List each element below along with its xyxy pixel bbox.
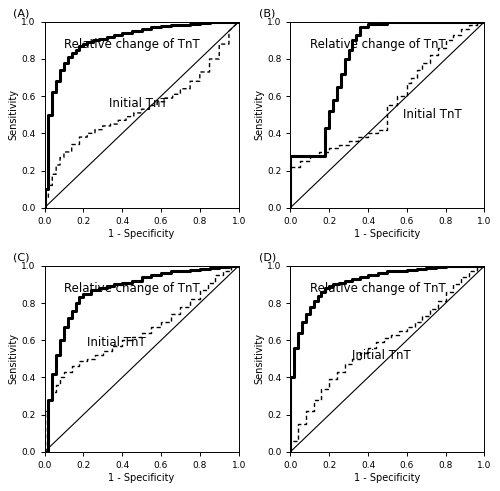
X-axis label: 1 - Specificity: 1 - Specificity [108, 473, 174, 483]
Y-axis label: Sensitivity: Sensitivity [8, 89, 18, 140]
Text: (C): (C) [14, 252, 30, 262]
Text: (B): (B) [260, 8, 276, 18]
X-axis label: 1 - Specificity: 1 - Specificity [108, 228, 174, 239]
Y-axis label: Sensitivity: Sensitivity [254, 89, 264, 140]
Text: Relative change of TnT: Relative change of TnT [310, 282, 446, 295]
Y-axis label: Sensitivity: Sensitivity [254, 333, 264, 384]
Text: Initial TnT: Initial TnT [403, 108, 462, 121]
Y-axis label: Sensitivity: Sensitivity [8, 333, 18, 384]
Text: Relative change of TnT: Relative change of TnT [64, 282, 200, 295]
Text: Initial TnT: Initial TnT [87, 336, 146, 349]
Text: Relative change of TnT: Relative change of TnT [310, 38, 446, 51]
Text: Relative change of TnT: Relative change of TnT [64, 38, 200, 51]
Text: (A): (A) [14, 8, 30, 18]
X-axis label: 1 - Specificity: 1 - Specificity [354, 228, 420, 239]
X-axis label: 1 - Specificity: 1 - Specificity [354, 473, 420, 483]
Text: Initial TnT: Initial TnT [108, 97, 168, 110]
Text: (D): (D) [260, 252, 276, 262]
Text: Initial TnT: Initial TnT [352, 349, 411, 362]
